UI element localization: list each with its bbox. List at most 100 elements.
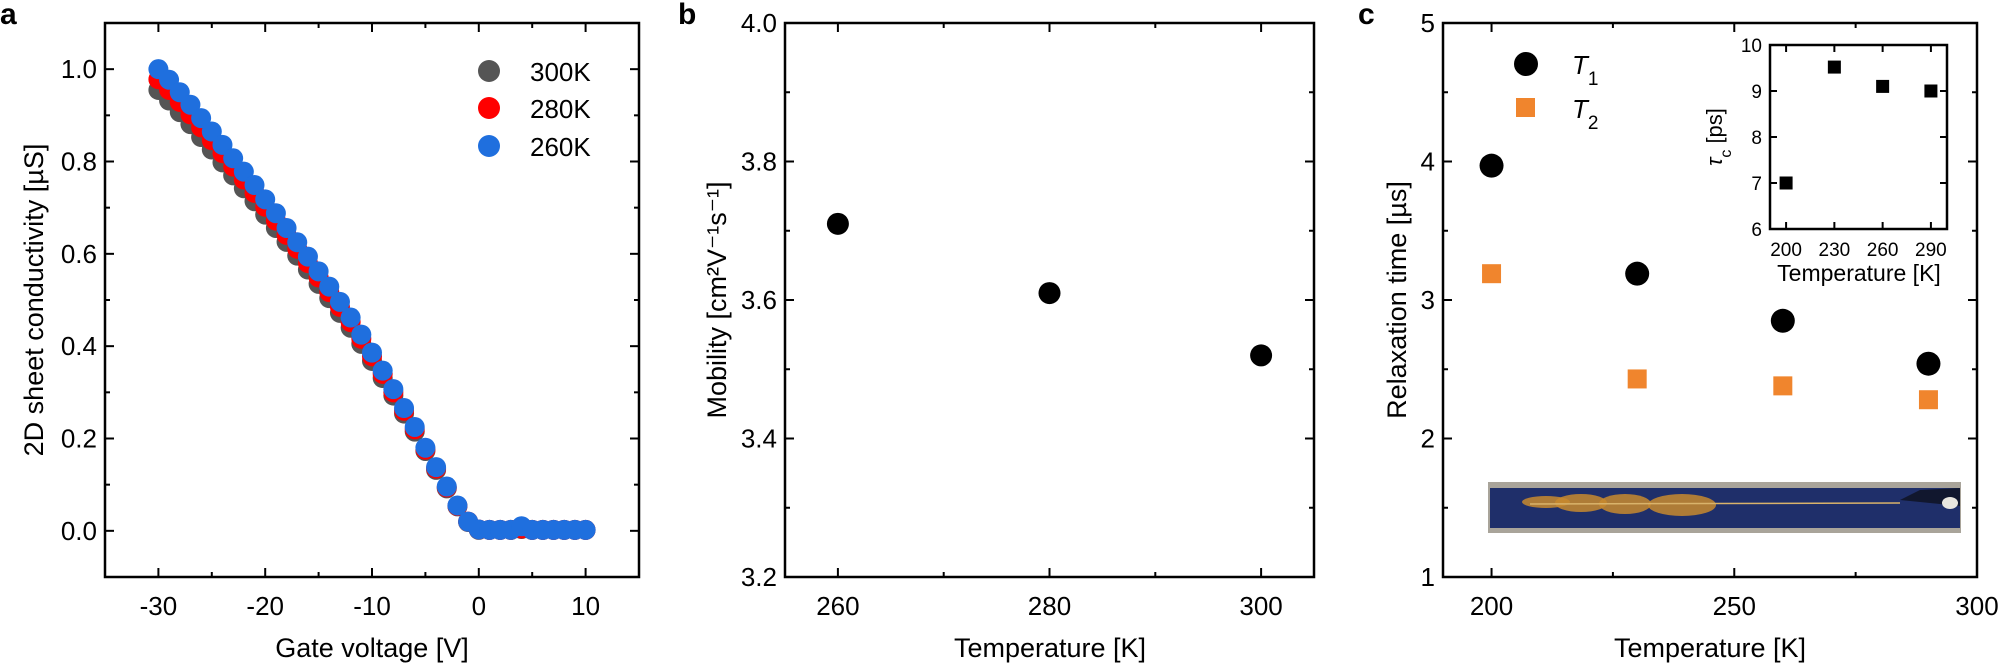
legend-label-t2: T2	[1572, 94, 1598, 134]
photo-trace	[1529, 502, 1901, 505]
data-point-series	[1876, 79, 1890, 93]
data-point-260k	[297, 246, 318, 267]
inset-x-axis-label: Temperature [K]	[1777, 260, 1941, 286]
data-point-260k	[447, 495, 468, 516]
y-tick-label: 5	[1421, 8, 1435, 38]
y-tick-label: 2	[1421, 424, 1435, 454]
y-tick-label: 4.0	[741, 8, 777, 38]
y-tick-label: 0.2	[61, 424, 97, 454]
y-axis-label: Mobility [cm²V⁻¹s⁻¹]	[702, 181, 732, 418]
data-point-t1	[1916, 351, 1941, 376]
data-point-t1	[1479, 153, 1504, 178]
data-point-series	[1827, 60, 1841, 74]
x-tick-label: -30	[140, 591, 178, 621]
data-point-series	[1779, 176, 1793, 190]
legend-marker-300k	[478, 60, 500, 82]
panel-label-c: c	[1358, 0, 1375, 31]
x-axis-label: Temperature [K]	[1614, 633, 1806, 663]
data-point-260k	[308, 261, 329, 282]
data-point-260k	[319, 276, 340, 297]
x-tick-label: 260	[816, 591, 859, 621]
data-point-260k	[212, 134, 233, 155]
data-point-260k	[233, 161, 254, 182]
y-tick-label: 0.6	[61, 239, 97, 269]
data-point-t2	[1773, 376, 1793, 396]
x-tick-label: 300	[1239, 591, 1282, 621]
device-photo	[1488, 482, 1961, 533]
data-point-260k	[287, 232, 308, 253]
y-tick-label: 6	[1751, 220, 1762, 241]
y-tick-label: 10	[1741, 36, 1762, 57]
data-point-t2	[1482, 264, 1502, 284]
x-tick-label: -10	[353, 591, 391, 621]
data-point-260k	[223, 148, 244, 169]
panel-c-relaxation-chart: Temperature [K] Relaxation time [µs] 200…	[1382, 8, 1999, 663]
data-point-260k	[404, 416, 425, 437]
data-point-260k	[201, 121, 222, 142]
tau-subscript: c	[1718, 150, 1735, 158]
x-tick-label: 250	[1713, 591, 1756, 621]
y-tick-label: 0.8	[61, 147, 97, 177]
legend-label-t1: T1	[1572, 50, 1598, 90]
data-point-series	[1250, 344, 1273, 367]
tau-symbol: τ	[1702, 156, 1727, 166]
data-point-260k	[191, 108, 212, 129]
x-tick-label: -20	[246, 591, 284, 621]
x-tick-label: 200	[1770, 240, 1802, 261]
data-point-260k	[276, 217, 297, 238]
data-point-series	[1038, 282, 1061, 305]
panel-b-mobility-chart: Temperature [K] Mobility [cm²V⁻¹s⁻¹] 260…	[702, 8, 1316, 663]
y-tick-label: 3	[1421, 285, 1435, 315]
data-point-260k	[351, 324, 372, 345]
legend-marker-t2	[1516, 98, 1535, 117]
y-axis-label: 2D sheet conductivity [µS]	[19, 144, 49, 457]
data-point-260k	[372, 360, 393, 381]
data-point-260k	[180, 94, 201, 115]
data-point-series	[1924, 84, 1938, 98]
x-tick-label: 200	[1470, 591, 1513, 621]
y-tick-label: 3.6	[741, 285, 777, 315]
panel-a-conductivity-chart: Gate voltage [V] 2D sheet conductivity […	[19, 21, 641, 663]
data-point-260k	[436, 476, 457, 497]
y-tick-label: 9	[1751, 82, 1762, 103]
photo-metal-pad	[1648, 494, 1716, 516]
legend-marker-t1	[1514, 52, 1538, 76]
data-point-series	[826, 212, 849, 235]
x-tick-label: 260	[1867, 240, 1899, 261]
y-axis-label: Relaxation time [µs]	[1382, 181, 1412, 419]
photo-metal-pad	[1555, 494, 1607, 512]
y-tick-label: 1	[1421, 562, 1435, 592]
x-tick-label: 300	[1955, 591, 1998, 621]
data-point-260k	[362, 342, 382, 363]
y-tick-label: 0.4	[61, 331, 97, 361]
data-point-260k	[383, 379, 404, 400]
data-point-260k	[329, 291, 350, 312]
legend-marker-260k	[478, 135, 500, 157]
data-point-t2	[1627, 369, 1647, 389]
legend-marker-280k	[478, 97, 500, 119]
x-axis-label: Gate voltage [V]	[275, 633, 469, 663]
inset-y-axis-label: τc [ps]	[1702, 108, 1735, 166]
panel-label-a: a	[0, 0, 17, 31]
y-tick-label: 3.8	[741, 147, 777, 177]
legend-label-300k: 300K	[530, 57, 591, 87]
data-point-t1	[1625, 261, 1650, 286]
data-point-260k	[340, 307, 361, 328]
x-tick-label: 0	[472, 591, 486, 621]
y-tick-label: 4	[1421, 147, 1435, 177]
data-point-t2	[1918, 390, 1938, 410]
data-point-260k	[575, 519, 596, 540]
data-point-260k	[415, 437, 436, 458]
y-tick-label: 7	[1751, 174, 1762, 195]
y-tick-label: 1.0	[61, 54, 97, 84]
y-tick-label: 3.2	[741, 562, 777, 592]
photo-contact-spot	[1942, 497, 1958, 509]
y-tick-label: 8	[1751, 128, 1762, 149]
x-tick-label: 280	[1028, 591, 1071, 621]
x-axis-label: Temperature [K]	[954, 633, 1146, 663]
x-tick-label: 230	[1819, 240, 1851, 261]
panel-label-b: b	[678, 0, 696, 31]
data-point-t1	[1770, 308, 1795, 333]
x-tick-label: 10	[571, 591, 600, 621]
